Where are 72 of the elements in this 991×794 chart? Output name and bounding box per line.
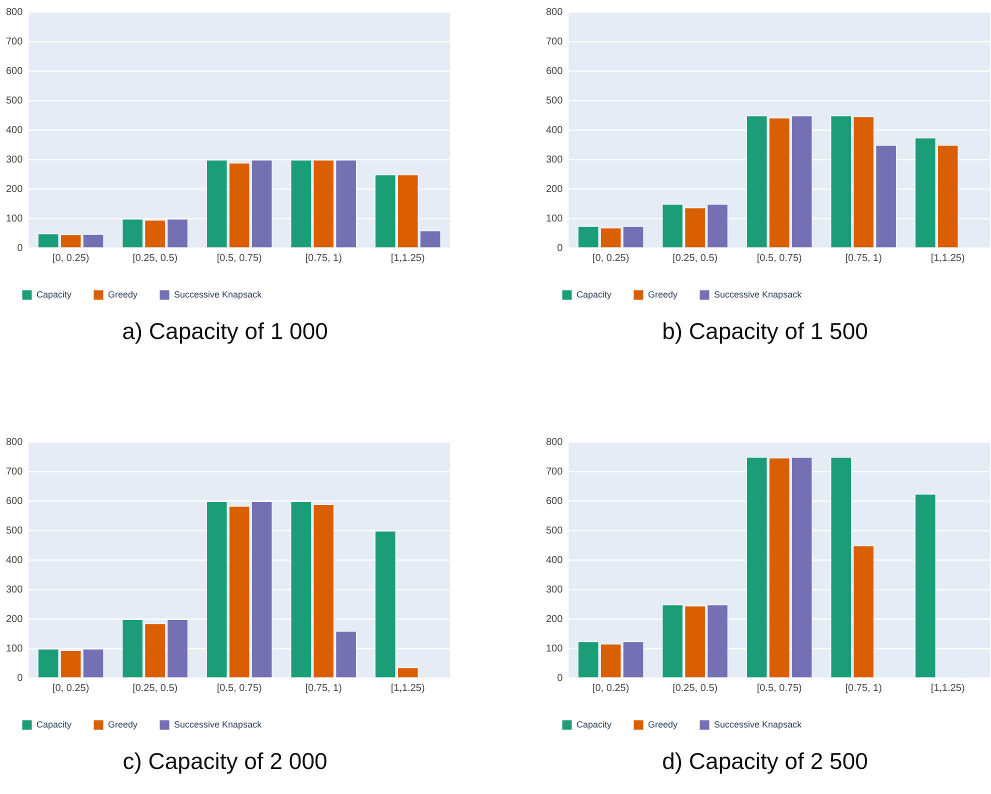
x-tick-label: [0.5, 0.75): [756, 682, 802, 694]
y-tick-label: 700: [546, 466, 564, 478]
text: d) Capacity of 2 500: [661, 748, 869, 775]
legend-label: Greedy: [648, 289, 678, 300]
y-tick-label: 0: [17, 672, 24, 684]
y-tick-label: 400: [6, 124, 24, 136]
y-tick-label: 600: [546, 66, 564, 77]
x-tick-label: [0.25, 0.5): [672, 252, 718, 264]
x-tick-label: [0.5, 0.75): [756, 252, 802, 264]
x-tick-label: [0.75, 1): [305, 682, 342, 694]
y-tick-label: 400: [6, 554, 24, 566]
x-tick-label: [0, 0.25): [592, 252, 630, 264]
legend-label: Greedy: [648, 719, 678, 730]
y-tick-label: 100: [6, 643, 24, 654]
x-tick-label: [0, 0.25): [592, 682, 630, 694]
y-tick-label: 300: [6, 584, 24, 596]
x-tick-label: [0.75, 1): [845, 682, 882, 694]
x-tick-label: [0.5, 0.75): [216, 252, 262, 264]
legend-label: Capacity: [576, 719, 612, 730]
x-tick-label: [1,1.25): [930, 252, 965, 264]
y-tick-label: 500: [546, 95, 564, 106]
y-tick-label: 800: [546, 6, 564, 18]
legend-label: Capacity: [36, 719, 72, 730]
y-tick-label: 500: [6, 95, 24, 106]
y-tick-label: 100: [546, 643, 564, 654]
y-tick-label: 100: [6, 213, 24, 224]
y-tick-label: 200: [546, 614, 564, 625]
x-tick-label: [0.25, 0.5): [132, 252, 178, 264]
y-tick-label: 500: [546, 525, 564, 536]
legend-label: Successive Knapsack: [174, 719, 262, 730]
legend-label: Capacity: [576, 289, 612, 300]
y-tick-label: 300: [6, 154, 24, 166]
y-tick-label: 800: [6, 6, 24, 18]
y-tick-label: 700: [546, 36, 564, 48]
legend-label: Greedy: [108, 289, 138, 300]
x-tick-label: [1,1.25): [930, 682, 965, 694]
x-tick-label: [0.75, 1): [845, 252, 882, 264]
y-tick-label: 200: [6, 184, 24, 195]
y-tick-label: 0: [557, 242, 564, 254]
x-tick-label: [0, 0.25): [52, 682, 90, 694]
text: c) Capacity of 2 000: [122, 748, 328, 775]
y-tick-label: 800: [6, 436, 24, 448]
y-tick-label: 700: [6, 36, 24, 48]
x-tick-label: [0.75, 1): [305, 252, 342, 264]
y-tick-label: 800: [546, 436, 564, 448]
x-tick-label: [1,1.25): [390, 682, 425, 694]
y-tick-label: 200: [546, 184, 564, 195]
x-tick-label: [0, 0.25): [52, 252, 90, 264]
y-tick-label: 600: [6, 66, 24, 77]
y-tick-label: 100: [546, 213, 564, 224]
y-tick-label: 400: [546, 124, 564, 136]
x-tick-label: [0.25, 0.5): [672, 682, 718, 694]
y-tick-label: 0: [17, 242, 24, 254]
x-tick-label: [1,1.25): [390, 252, 425, 264]
legend-label: Successive Knapsack: [714, 719, 802, 730]
y-tick-label: 500: [6, 525, 24, 536]
y-tick-label: 300: [546, 154, 564, 166]
y-tick-label: 0: [557, 672, 564, 684]
y-tick-label: 300: [546, 584, 564, 596]
y-tick-label: 400: [546, 554, 564, 566]
x-tick-label: [0.25, 0.5): [132, 682, 178, 694]
legend-label: Successive Knapsack: [174, 289, 262, 300]
legend-label: Greedy: [108, 719, 138, 730]
x-tick-label: [0.5, 0.75): [216, 682, 262, 694]
y-tick-label: 600: [6, 496, 24, 507]
legend-label: Successive Knapsack: [714, 289, 802, 300]
text: a) Capacity of 1 000: [121, 318, 329, 345]
text: b) Capacity of 1 500: [661, 318, 869, 345]
y-tick-label: 200: [6, 614, 24, 625]
y-tick-label: 700: [6, 466, 24, 478]
legend-label: Capacity: [36, 289, 72, 300]
y-tick-label: 600: [546, 496, 564, 507]
